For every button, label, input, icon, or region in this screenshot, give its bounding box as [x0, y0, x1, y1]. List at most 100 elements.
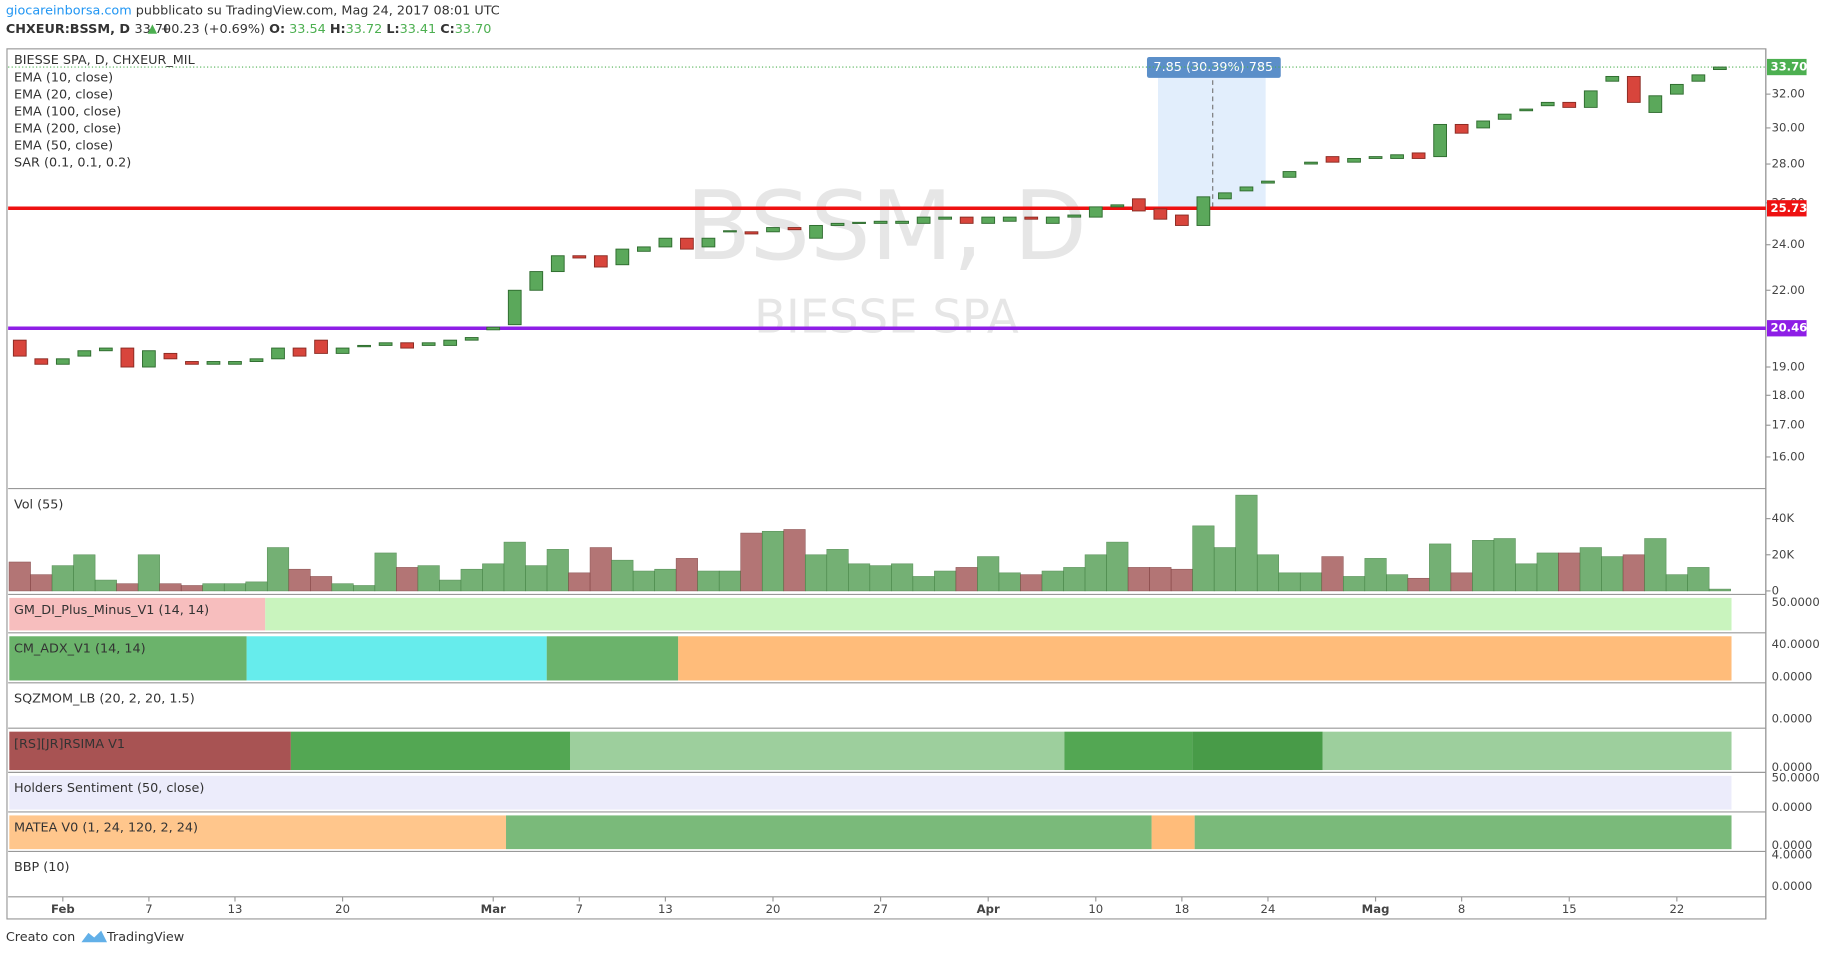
- published: pubblicato su TradingView.com, Mag 24, 2…: [136, 3, 500, 18]
- watermark: BSSM, D: [686, 171, 1087, 282]
- volume-bar: [353, 585, 376, 592]
- candle: [959, 216, 974, 224]
- volume-bar: [934, 570, 957, 592]
- tv-logo: [81, 930, 108, 943]
- volume-bar: [1622, 554, 1645, 592]
- volume-bar: [245, 581, 268, 592]
- candle: [1476, 120, 1491, 129]
- indicator-band: [9, 775, 1732, 810]
- candle: [34, 358, 49, 365]
- volume-bar: [1558, 552, 1581, 592]
- candle: [809, 224, 823, 239]
- candle: [12, 339, 27, 357]
- legend-entry: EMA (10, close): [14, 70, 113, 85]
- candle: [1519, 108, 1534, 112]
- price-flag-label: 25.73: [1770, 201, 1807, 215]
- volume-bar: [1407, 577, 1430, 592]
- legend-entry: EMA (20, close): [14, 87, 113, 102]
- y-tick-label: 24.00: [1772, 237, 1805, 251]
- volume-bar: [1450, 572, 1473, 592]
- y-tick-label: 32.00: [1772, 87, 1805, 101]
- indicator-band: [570, 731, 1065, 771]
- x-tick-label: Feb: [51, 902, 75, 916]
- candle: [1540, 101, 1555, 107]
- panel-axis-label: 0.0000: [1772, 800, 1813, 814]
- candle: [1626, 75, 1641, 103]
- candle: [938, 216, 953, 220]
- volume-bar: [826, 549, 849, 592]
- candle: [895, 220, 909, 224]
- volume-bar: [546, 549, 569, 592]
- candle: [335, 347, 350, 354]
- candle: [830, 222, 845, 226]
- volume-bar: [1364, 558, 1387, 592]
- last-price-label: 33.70: [1770, 60, 1807, 74]
- l: 33.41: [400, 22, 437, 37]
- volume-bar: [8, 561, 31, 592]
- volume-bar: [1084, 554, 1107, 592]
- candle: [1454, 123, 1469, 134]
- y-tick-label: 0: [1772, 583, 1779, 597]
- ohlc-line: +0.23 (+0.69%) O: 33.54 H:33.72 L:33.41 …: [161, 22, 492, 37]
- x-tick-label: 10: [1088, 902, 1103, 916]
- y-tick-label: 20K: [1772, 547, 1795, 561]
- y-tick-label: 16.00: [1772, 449, 1805, 463]
- volume-bar: [396, 567, 419, 592]
- x-tick-label: 8: [1458, 902, 1465, 916]
- volume-bar: [1493, 538, 1516, 592]
- legend-entry: EMA (200, close): [14, 121, 121, 136]
- candle: [1131, 198, 1146, 212]
- panel-axis-label: 4.0000: [1772, 847, 1813, 861]
- panel-title: SQZMOM_LB (20, 2, 20, 1.5): [14, 692, 195, 707]
- volume-bar: [740, 532, 763, 592]
- header-line: giocareinborsa.com pubblicato su Trading…: [6, 3, 500, 18]
- candle: [1239, 186, 1254, 192]
- candle: [206, 361, 221, 365]
- volume-bar: [675, 558, 698, 592]
- volume-bar: [1386, 574, 1409, 592]
- volume-bar: [761, 530, 785, 592]
- panel-title: BBP (10): [14, 860, 70, 875]
- price-flag: [1767, 320, 1807, 337]
- candle: [1304, 161, 1318, 165]
- footer-brand[interactable]: TradingView: [106, 930, 184, 945]
- c-label: C:: [440, 22, 455, 37]
- candle: [723, 230, 737, 233]
- volume-bar: [439, 579, 462, 592]
- panel-axis-label: 0.0000: [1772, 838, 1813, 852]
- volume-bar: [116, 583, 139, 592]
- volume-bar: [1665, 574, 1688, 592]
- candle: [357, 344, 371, 348]
- candle: [1045, 216, 1060, 224]
- x-tick-label: 18: [1174, 902, 1189, 916]
- symbol: CHXEUR:BSSM, D: [6, 22, 130, 37]
- volume-bar: [202, 583, 225, 592]
- volume-bar: [1708, 588, 1731, 592]
- volume-bar: [266, 547, 290, 592]
- watermark-sub: BIESSE SPA: [754, 289, 1019, 343]
- candle: [120, 347, 135, 368]
- y-tick-label: 30.00: [1772, 120, 1805, 134]
- volume-title: Vol (55): [14, 497, 63, 512]
- volume-bar: [1299, 572, 1323, 592]
- x-tick-label: Mar: [481, 902, 506, 916]
- candle: [572, 255, 587, 259]
- volume-bar: [1579, 547, 1602, 592]
- volume-bar: [848, 563, 871, 592]
- symbol-line: CHXEUR:BSSM, D 33.70: [6, 22, 171, 37]
- candle: [550, 255, 565, 273]
- h: 33.72: [346, 22, 383, 37]
- o: 33.54: [289, 22, 326, 37]
- volume-bar: [912, 576, 935, 592]
- volume-bar: [1192, 525, 1215, 592]
- price-flag-label: 20.46: [1770, 321, 1807, 335]
- candle: [1562, 101, 1577, 108]
- x-tick-label: 22: [1669, 902, 1684, 916]
- x-tick-label: 7: [145, 902, 152, 916]
- volume-bar: [1472, 540, 1495, 592]
- volume-bar: [30, 574, 53, 592]
- candle: [507, 289, 522, 326]
- site[interactable]: giocareinborsa.com: [6, 3, 132, 18]
